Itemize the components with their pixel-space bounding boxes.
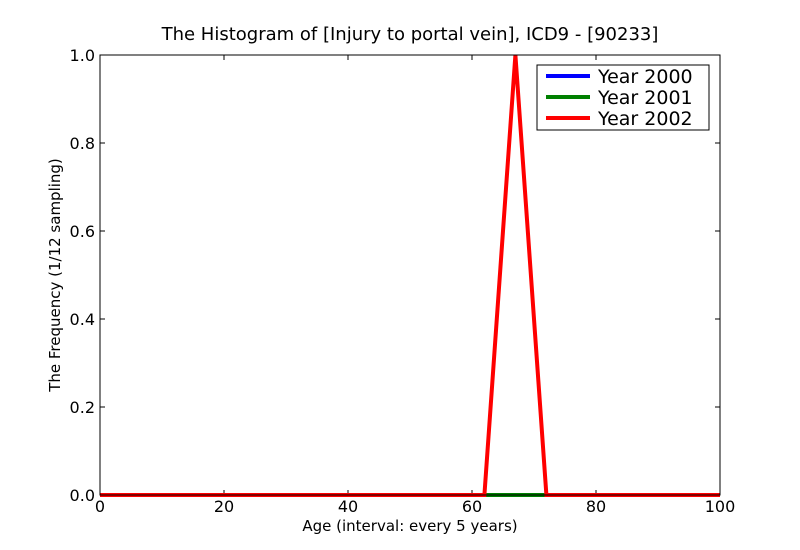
- y-tick-label: 0.8: [70, 134, 95, 153]
- y-axis-ticks: 0.0 0.2 0.4 0.6 0.8 1.0: [70, 46, 720, 505]
- x-tick-label: 20: [214, 497, 234, 516]
- y-tick-label: 0.0: [70, 486, 95, 505]
- y-tick-label: 0.4: [70, 310, 95, 329]
- y-tick-label: 1.0: [70, 46, 95, 65]
- x-tick-label: 60: [462, 497, 482, 516]
- y-tick-label: 0.6: [70, 222, 95, 241]
- legend-label: Year 2001: [597, 87, 693, 109]
- x-tick-label: 80: [586, 497, 606, 516]
- legend-label: Year 2002: [597, 108, 693, 130]
- plot-frame: [99, 54, 721, 496]
- y-tick-label: 0.2: [70, 398, 95, 417]
- x-tick-label: 100: [705, 497, 736, 516]
- y-axis-label: The Frequency (1/12 sampling): [46, 158, 64, 393]
- x-tick-label: 40: [338, 497, 358, 516]
- legend-label: Year 2000: [597, 66, 693, 88]
- x-axis-ticks: 0 20 40 60 80 100: [95, 55, 735, 516]
- x-tick-label: 0: [95, 497, 105, 516]
- x-axis-label: Age (interval: every 5 years): [302, 517, 517, 535]
- chart-title: The Histogram of [Injury to portal vein]…: [161, 24, 659, 45]
